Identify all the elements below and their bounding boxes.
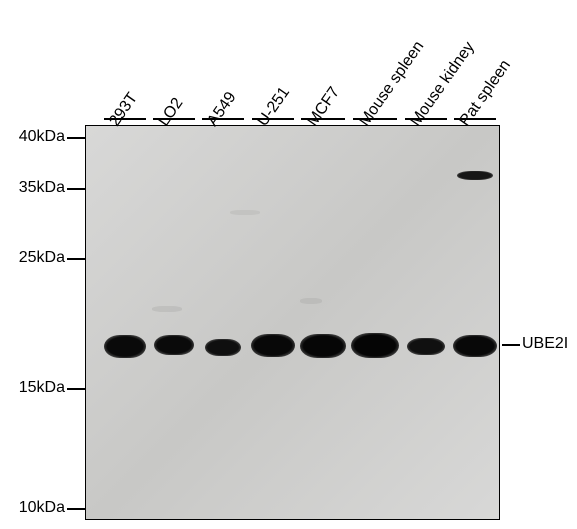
target-protein-label: UBE2I (522, 335, 568, 353)
mw-marker-label: 15kDa (5, 379, 65, 397)
mw-marker-tick (67, 388, 85, 390)
background-smear (300, 298, 322, 304)
protein-band (205, 339, 241, 356)
western-blot-figure: 40kDa35kDa25kDa15kDa10kDa 293TLO2A549U-2… (0, 0, 577, 529)
background-smear (152, 306, 182, 312)
mw-marker-label: 40kDa (5, 128, 65, 146)
mw-marker-tick (67, 137, 85, 139)
mw-marker-label: 10kDa (5, 499, 65, 517)
protein-band (453, 335, 497, 357)
mw-marker-label: 25kDa (5, 249, 65, 267)
lane-label: U-251 (254, 84, 294, 130)
mw-marker-tick (67, 188, 85, 190)
protein-band (407, 338, 445, 355)
protein-band (457, 171, 493, 180)
mw-marker-tick (67, 508, 85, 510)
protein-label-tick (502, 344, 520, 346)
mw-marker-label: 35kDa (5, 179, 65, 197)
protein-band (154, 335, 194, 355)
protein-band (251, 334, 295, 357)
protein-band (300, 334, 346, 358)
background-smear (230, 210, 260, 215)
blot-membrane (85, 125, 500, 520)
lane-label: MCF7 (304, 84, 344, 130)
lane-label: A549 (204, 89, 240, 130)
lane-label: 293T (106, 90, 142, 130)
mw-marker-tick (67, 258, 85, 260)
protein-band (104, 335, 146, 358)
protein-band (351, 333, 399, 358)
